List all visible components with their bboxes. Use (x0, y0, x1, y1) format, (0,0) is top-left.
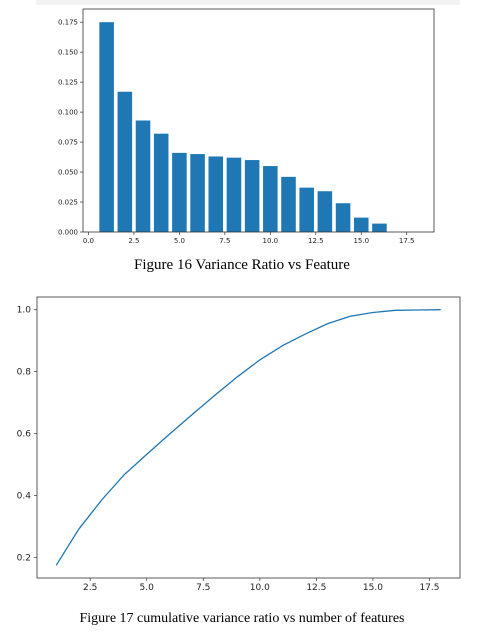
figure-16-caption: Figure 16 Variance Ratio vs Feature (134, 257, 350, 273)
variance-ratio-bar-chart: 0.0 2.5 5.0 7.5 10.0 12.5 15.0 17.5 0.0000.0250… (58, 8, 435, 245)
page-top-shade (36, 0, 460, 5)
bar (299, 187, 314, 232)
plot-frame (82, 8, 435, 233)
x-tick-label: 17.5 (419, 583, 439, 593)
y-tick-label: 0.6 (17, 430, 32, 440)
bar (99, 22, 114, 232)
y-tick-label: 0.050 (58, 169, 78, 177)
x-axis-ticks: 2.5 5.0 7.5 10.0 12.5 15.0 17.5 (83, 578, 439, 593)
x-tick-label: 15.0 (363, 583, 383, 593)
bar (117, 91, 133, 233)
bar (190, 154, 205, 232)
y-tick-label: 0.025 (58, 199, 78, 207)
bar (172, 152, 187, 232)
plot-frame (36, 296, 461, 579)
x-tick-label: 2.5 (83, 583, 97, 593)
x-tick-label: 7.5 (196, 583, 210, 593)
x-tick-label: 5.0 (140, 583, 155, 593)
bar (153, 133, 169, 232)
bar (226, 157, 242, 232)
x-tick-label: 17.5 (399, 237, 415, 245)
y-tick-label: 0.8 (17, 368, 32, 378)
bar (335, 203, 351, 232)
x-tick-label: 10.0 (263, 237, 279, 245)
bar (372, 223, 387, 232)
bar (281, 176, 296, 232)
bar (263, 166, 278, 232)
y-tick-label: 0.100 (58, 109, 78, 117)
x-tick-label: 10.0 (250, 583, 270, 593)
y-tick-label: 0.000 (58, 229, 78, 237)
bar (135, 120, 151, 232)
bar (317, 191, 333, 232)
x-tick-label: 15.0 (353, 237, 369, 245)
y-axis-ticks: 0.2 0.4 0.6 0.8 1.0 (17, 306, 37, 564)
y-tick-label: 0.150 (58, 49, 78, 57)
bar (353, 217, 369, 232)
y-tick-label: 0.175 (58, 19, 78, 27)
x-tick-label: 12.5 (306, 583, 326, 593)
y-tick-label: 0.4 (17, 492, 32, 502)
bar (208, 156, 224, 232)
x-axis-ticks: 0.0 2.5 5.0 7.5 10.0 12.5 15.0 17.5 (83, 232, 415, 245)
y-tick-label: 0.2 (17, 554, 31, 564)
cumulative-variance-line-chart: 2.5 5.0 7.5 10.0 12.5 15.0 17.5 0.2 0.4 0.6 0.8 1.… (17, 296, 461, 593)
bar (244, 160, 260, 232)
figure-17-caption: Figure 17 cumulative variance ratio vs n… (79, 611, 405, 626)
x-tick-label: 12.5 (308, 237, 324, 245)
x-tick-label: 5.0 (174, 237, 185, 245)
cumulative-line (55, 309, 441, 566)
y-tick-label: 0.075 (58, 139, 78, 147)
y-tick-label: 0.125 (58, 79, 78, 87)
x-tick-label: 2.5 (128, 237, 139, 245)
y-axis-ticks: 0.000 0.025 0.050 0.075 0.100 0.125 0.150 0.175 (58, 19, 83, 237)
y-tick-label: 1.0 (17, 306, 32, 316)
x-tick-label: 7.5 (219, 237, 230, 245)
x-tick-label: 0.0 (83, 237, 94, 245)
bar-series (99, 22, 387, 233)
